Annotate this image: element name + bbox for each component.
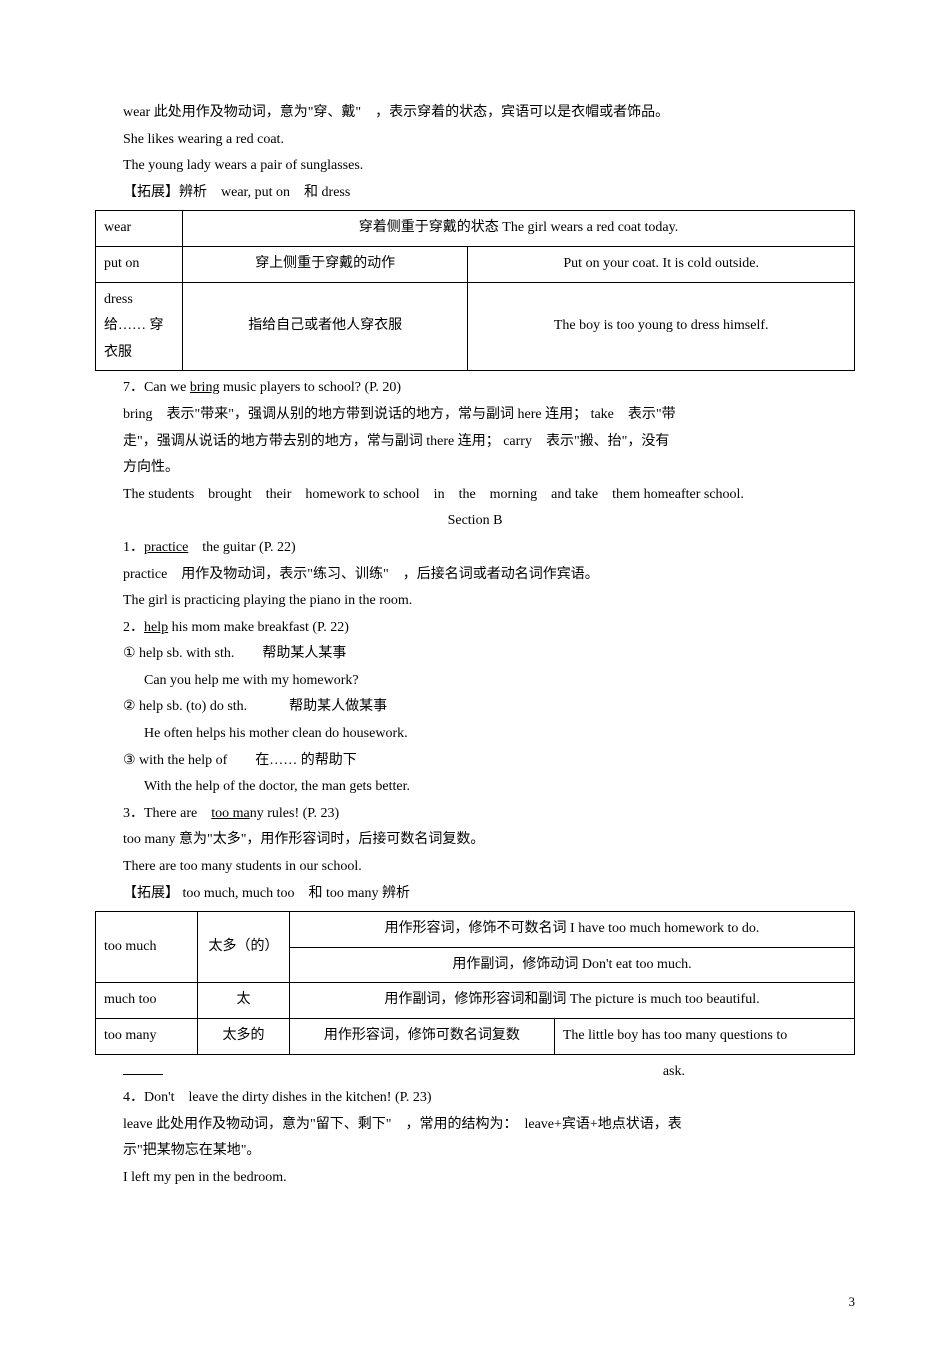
body-text: 【拓展】辨析 wear, put on 和 dress bbox=[95, 180, 855, 207]
text-fragment: 1． bbox=[123, 540, 144, 555]
body-text: She likes wearing a red coat. bbox=[95, 127, 855, 154]
table-cell: 太多（的） bbox=[198, 912, 290, 983]
comparison-table-wear: wear 穿着侧重于穿戴的状态 The girl wears a red coa… bbox=[95, 210, 855, 371]
body-text: 走"，强调从说话的地方带去别的地方，常与副词 there 连用； carry 表… bbox=[95, 429, 855, 456]
body-text: The girl is practicing playing the piano… bbox=[95, 588, 855, 615]
body-text: wear 此处用作及物动词，意为"穿、戴" ，表示穿着的状态，宾语可以是衣帽或者… bbox=[95, 100, 855, 127]
table-cell: The boy is too young to dress himself. bbox=[468, 282, 855, 371]
body-text: Can you help me with my homework? bbox=[95, 668, 855, 695]
table-cell: 太多的 bbox=[198, 1019, 290, 1055]
body-text: 1．practice the guitar (P. 22) bbox=[95, 535, 855, 562]
underline-text: practice bbox=[144, 540, 188, 555]
body-text: ① help sb. with sth. 帮助某人某事 bbox=[95, 641, 855, 668]
table-cell: 穿着侧重于穿戴的状态 The girl wears a red coat tod… bbox=[183, 211, 855, 247]
table-cell: The little boy has too many questions to bbox=[554, 1019, 854, 1055]
table-cell: 用作形容词，修饰不可数名词 I have too much homework t… bbox=[290, 912, 855, 948]
table-cell: 穿上侧重于穿戴的动作 bbox=[183, 246, 468, 282]
text-fragment: 2． bbox=[123, 620, 144, 635]
comparison-table-too: too much 太多（的） 用作形容词，修饰不可数名词 I have too … bbox=[95, 911, 855, 1054]
table-cell: 用作副词，修饰形容词和副词 The picture is much too be… bbox=[290, 983, 855, 1019]
table-cell: 指给自己或者他人穿衣服 bbox=[183, 282, 468, 371]
section-heading: Section B bbox=[95, 508, 855, 535]
body-text: bring 表示"带来"，强调从别的地方带到说话的地方，常与副词 here 连用… bbox=[95, 402, 855, 429]
body-text: ask. bbox=[95, 1059, 855, 1086]
body-text: 4．Don't leave the dirty dishes in the ki… bbox=[95, 1085, 855, 1112]
body-text: The students brought their homework to s… bbox=[95, 482, 855, 509]
text-fragment: 3．There are bbox=[123, 806, 211, 821]
body-text: 【拓展】 too much, much too 和 too many 辨析 bbox=[95, 881, 855, 908]
body-text: 3．There are too many rules! (P. 23) bbox=[95, 801, 855, 828]
table-cell: Put on your coat. It is cold outside. bbox=[468, 246, 855, 282]
body-text: He often helps his mother clean do house… bbox=[95, 721, 855, 748]
body-text: too many 意为"太多"，用作形容词时，后接可数名词复数。 bbox=[95, 827, 855, 854]
underline-text: bring bbox=[190, 380, 220, 395]
body-text: ③ with the help of 在…… 的帮助下 bbox=[95, 748, 855, 775]
body-text: leave 此处用作及物动词，意为"留下、剩下" ，常用的结构为： leave+… bbox=[95, 1112, 855, 1139]
text-fragment: 7．Can we bbox=[123, 380, 190, 395]
text-fragment: ny rules! (P. 23) bbox=[250, 806, 339, 821]
text-fragment: ask. bbox=[663, 1059, 685, 1086]
body-text: 方向性。 bbox=[95, 455, 855, 482]
body-text: ② help sb. (to) do sth. 帮助某人做某事 bbox=[95, 694, 855, 721]
body-text: 示"把某物忘在某地"。 bbox=[95, 1138, 855, 1165]
table-cell: too many bbox=[96, 1019, 198, 1055]
body-text: practice 用作及物动词，表示"练习、训练" ，后接名词或者动名词作宾语。 bbox=[95, 562, 855, 589]
body-text: There are too many students in our schoo… bbox=[95, 854, 855, 881]
table-cell: 太 bbox=[198, 983, 290, 1019]
table-cell: put on bbox=[96, 246, 183, 282]
text-fragment: music players to school? (P. 20) bbox=[219, 380, 401, 395]
body-text: 7．Can we bring music players to school? … bbox=[95, 375, 855, 402]
body-text: With the help of the doctor, the man get… bbox=[95, 774, 855, 801]
blank-line bbox=[123, 1074, 163, 1075]
text-fragment: his mom make breakfast (P. 22) bbox=[168, 620, 349, 635]
table-cell: too much bbox=[96, 912, 198, 983]
body-text: 2．help his mom make breakfast (P. 22) bbox=[95, 615, 855, 642]
body-text: I left my pen in the bedroom. bbox=[95, 1165, 855, 1192]
table-cell: 用作形容词，修饰可数名词复数 bbox=[290, 1019, 555, 1055]
table-cell: dress 给…… 穿衣服 bbox=[96, 282, 183, 371]
table-cell: 用作副词，修饰动词 Don't eat too much. bbox=[290, 947, 855, 983]
text-fragment: the guitar (P. 22) bbox=[188, 540, 295, 555]
table-cell: wear bbox=[96, 211, 183, 247]
body-text: The young lady wears a pair of sunglasse… bbox=[95, 153, 855, 180]
underline-text: too ma bbox=[211, 806, 250, 821]
page-number: 3 bbox=[849, 1290, 856, 1315]
table-cell: much too bbox=[96, 983, 198, 1019]
underline-text: help bbox=[144, 620, 168, 635]
